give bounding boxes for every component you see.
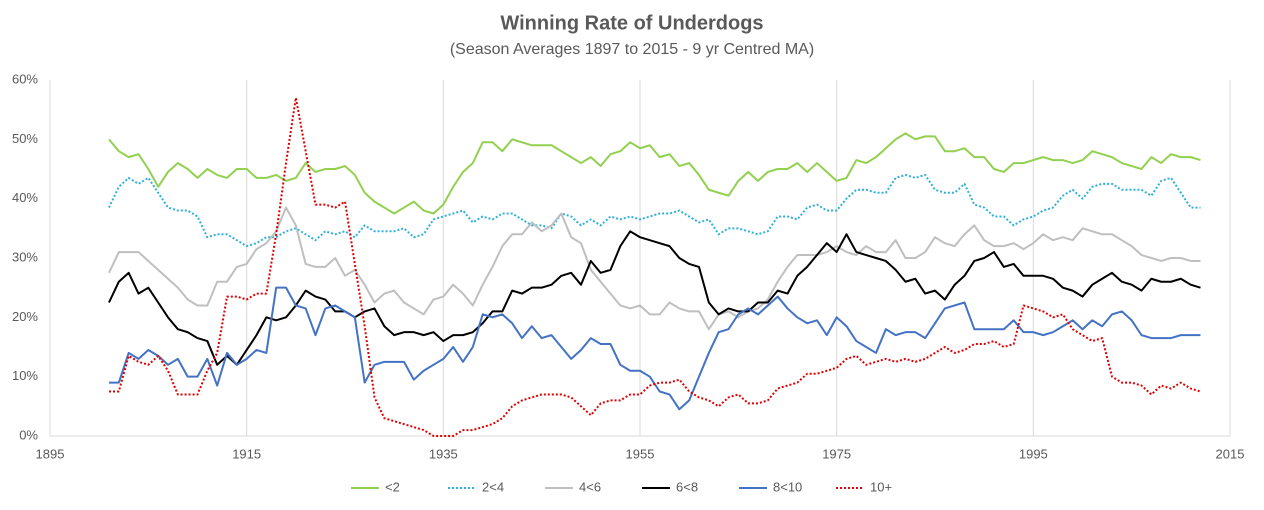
y-tick-label: 60% [12,71,38,86]
series-line [109,286,1201,411]
series-line [109,96,1201,437]
legend-label: 8<10 [773,479,802,494]
legend-label: 6<8 [676,479,698,494]
series-line [108,230,1201,366]
x-tick-label: 2015 [1216,446,1245,461]
legend-label: 2<4 [482,479,504,494]
chart-title: Winning Rate of Underdogs [500,12,763,34]
y-tick-label: 10% [12,368,38,383]
x-tick-label: 1895 [36,446,65,461]
legend-label: <2 [385,479,400,494]
y-tick-label: 20% [12,309,38,324]
x-tick-label: 1935 [429,446,458,461]
y-tick-label: 0% [19,427,38,442]
series-line [108,173,1201,248]
y-tick-label: 50% [12,131,38,146]
x-tick-label: 1915 [232,446,261,461]
x-tick-label: 1995 [1019,446,1048,461]
x-tick-label: 1975 [822,446,851,461]
legend-label: 10+ [870,479,892,494]
series-line [108,206,1201,331]
y-tick-label: 40% [12,190,38,205]
series-line [108,132,1201,215]
y-tick-label: 30% [12,249,38,264]
chart-subtitle: (Season Averages 1897 to 2015 - 9 yr Cen… [450,41,814,58]
legend-label: 4<6 [579,479,601,494]
x-tick-label: 1955 [626,446,655,461]
